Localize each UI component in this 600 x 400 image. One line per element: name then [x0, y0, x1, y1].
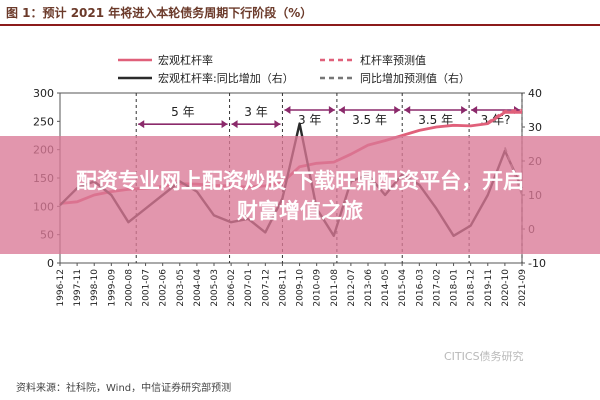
interval-arrowhead: [394, 106, 401, 114]
left-axis-tick-label: 300: [33, 87, 54, 100]
right-axis-tick-label: 40: [528, 87, 542, 100]
source-note: 资料来源：社科院，Wind，中信证券研究部预测: [16, 383, 232, 394]
x-axis-tick-label: 2001-07: [142, 269, 152, 307]
interval-arrowhead: [138, 120, 145, 129]
interval-label: 3.5 年: [352, 113, 387, 127]
interval-label: 3 年: [298, 113, 321, 127]
interval-arrowhead: [471, 106, 478, 114]
x-axis-tick-label: 1999-09: [107, 269, 117, 307]
right-axis-tick-label: 30: [528, 121, 542, 134]
x-axis-tick-label: 2012-07: [347, 269, 357, 307]
x-axis-tick-label: 2010-09: [313, 269, 323, 307]
title-rule: [0, 24, 600, 26]
promo-overlay-banner[interactable]: 配资专业网上配资炒股 下载旺鼎配资平台，开启 财富增值之旅: [0, 136, 600, 254]
promo-line-2: 财富增值之旅: [237, 199, 363, 223]
x-axis-tick-label: 1996-12: [56, 269, 66, 307]
x-axis-tick-label: 2007-12: [261, 269, 271, 307]
left-axis-tick-label: 0: [47, 257, 54, 270]
x-axis-tick-label: 2011-08: [330, 269, 340, 307]
x-axis-tick-label: 2008-11: [278, 269, 288, 307]
x-axis-tick-label: 2007-01: [244, 269, 254, 307]
interval-arrowhead: [221, 120, 228, 129]
interval-arrowhead: [461, 106, 468, 114]
interval-arrowhead: [284, 106, 291, 114]
x-axis-tick-label: 1997-11: [73, 269, 83, 307]
x-axis-tick-label: 2004-04: [193, 269, 203, 307]
promo-overlay-text: 配资专业网上配资炒股 下载旺鼎配资平台，开启 财富增值之旅: [0, 166, 600, 226]
x-axis-tick-label: 2020-10: [501, 269, 511, 307]
interval-label: 3.5 年: [418, 113, 453, 127]
x-axis-tick-label: 2018-01: [450, 269, 460, 307]
left-axis-tick-label: 250: [33, 115, 54, 128]
legend-label: 宏观杠杆率: [158, 53, 213, 67]
legend-label: 同比增加预测值（右）: [360, 71, 470, 85]
x-axis-tick-label: 2016-03: [415, 269, 425, 307]
right-axis-tick-label: -10: [528, 257, 546, 270]
x-axis-tick-label: 2014-05: [381, 269, 391, 307]
interval-arrowhead: [338, 106, 345, 114]
interval-arrowhead: [404, 106, 411, 114]
interval-label: 3 年: [244, 105, 267, 119]
x-axis-tick-label: 2019-11: [484, 269, 494, 307]
x-axis-tick-label: 2013-06: [364, 269, 374, 307]
x-axis-tick-label: 1998-10: [90, 269, 100, 307]
legend-label: 杠杆率预测值: [360, 53, 426, 67]
x-axis-tick-label: 2006-02: [227, 269, 237, 307]
interval-label: 5 年: [171, 105, 194, 119]
interval-arrowhead: [231, 120, 238, 129]
legend-label: 宏观杠杆率:同比增加（右）: [158, 71, 294, 85]
x-axis-tick-label: 2002-06: [159, 269, 169, 307]
interval-arrowhead: [328, 106, 335, 114]
series-line: [487, 108, 523, 124]
x-axis-tick-label: 2005-03: [210, 269, 220, 307]
promo-line-1: 配资专业网上配资炒股 下载旺鼎配资平台，开启: [75, 169, 525, 193]
citics-watermark: CITICS债务研究: [444, 350, 524, 363]
x-axis-tick-label: 2017-02: [432, 269, 442, 307]
chart-title: 图 1：预计 2021 年将进入本轮债务周期下行阶段（%）: [6, 6, 313, 20]
x-axis-tick-label: 2018-12: [467, 269, 477, 307]
x-axis-tick-label: 2015-04: [398, 269, 408, 307]
x-axis-tick-label: 2000-08: [124, 269, 134, 307]
x-axis-tick-label: 2009-10: [296, 269, 306, 307]
x-axis-tick-label: 2003-05: [176, 269, 186, 307]
interval-arrowhead: [274, 120, 281, 129]
x-axis-tick-label: 2021-09: [518, 269, 528, 307]
